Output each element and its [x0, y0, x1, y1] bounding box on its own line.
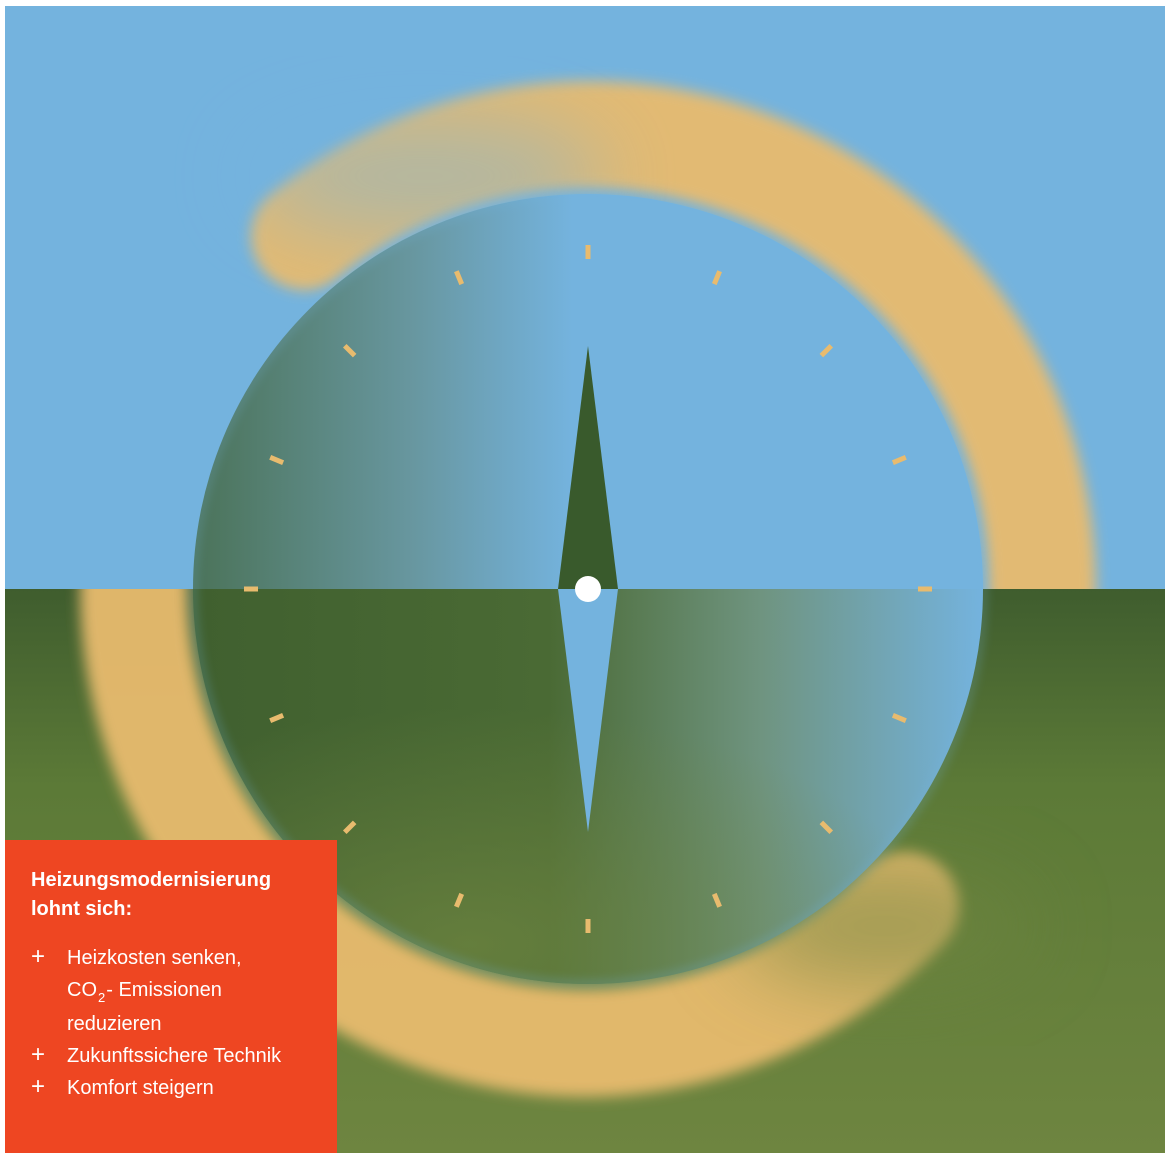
benefit-text: Komfort steigern: [67, 1077, 214, 1099]
needle-pivot: [575, 576, 601, 602]
co2-subscript: 2: [98, 990, 106, 1005]
benefit-item: + Komfort steigern: [31, 1072, 315, 1104]
co2-label: CO: [67, 979, 97, 1001]
compass-tick: [269, 455, 285, 466]
compass-tick: [711, 270, 722, 286]
compass-tick: [454, 892, 465, 908]
needle-north: [558, 346, 618, 589]
benefits-title: Heizungsmodernisierung lohnt sich:: [31, 869, 272, 920]
compass-tick: [269, 712, 285, 723]
compass-tick: [891, 455, 907, 466]
compass-tick: [711, 892, 722, 908]
plus-icon: +: [31, 1073, 46, 1100]
compass-tick: [819, 343, 834, 358]
plus-icon: +: [31, 943, 46, 970]
compass-icon: [5, 6, 1165, 1153]
benefit-text: Heizkosten senken, CO2- Emissionen reduz…: [67, 942, 315, 1040]
benefit-line: reduzieren: [67, 1013, 162, 1035]
compass-ticks: [244, 245, 932, 933]
plus-icon: +: [31, 1041, 46, 1068]
benefit-text: Zukunftssichere Technik: [67, 1045, 282, 1067]
needle-south: [558, 589, 618, 832]
compass-illustration: [5, 6, 1165, 1153]
benefit-item: + Heizkosten senken, CO2- Emissionen red…: [31, 942, 315, 1040]
compass-tick: [342, 343, 357, 358]
compass-tick: [342, 820, 357, 835]
benefits-box: Heizungsmodernisierung lohnt sich: + Hei…: [5, 840, 337, 1153]
compass-needle: [558, 346, 618, 832]
benefit-item: + Zukunftssichere Technik: [31, 1040, 315, 1072]
compass-tick: [819, 820, 834, 835]
compass-tick: [891, 712, 907, 723]
benefit-line: Heizkosten senken,: [67, 947, 242, 969]
compass-tick: [454, 270, 465, 286]
benefits-list: + Heizkosten senken, CO2- Emissionen red…: [31, 942, 315, 1104]
benefit-line: - Emissionen: [106, 979, 222, 1001]
